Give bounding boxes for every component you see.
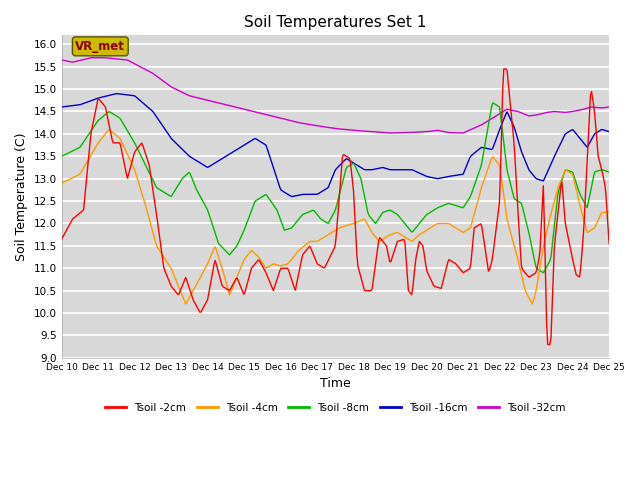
X-axis label: Time: Time [320, 377, 351, 390]
Y-axis label: Soil Temperature (C): Soil Temperature (C) [15, 132, 28, 261]
Legend: Tsoil -2cm, Tsoil -4cm, Tsoil -8cm, Tsoil -16cm, Tsoil -32cm: Tsoil -2cm, Tsoil -4cm, Tsoil -8cm, Tsoi… [101, 399, 570, 417]
Title: Soil Temperatures Set 1: Soil Temperatures Set 1 [244, 15, 427, 30]
Text: VR_met: VR_met [76, 40, 125, 53]
